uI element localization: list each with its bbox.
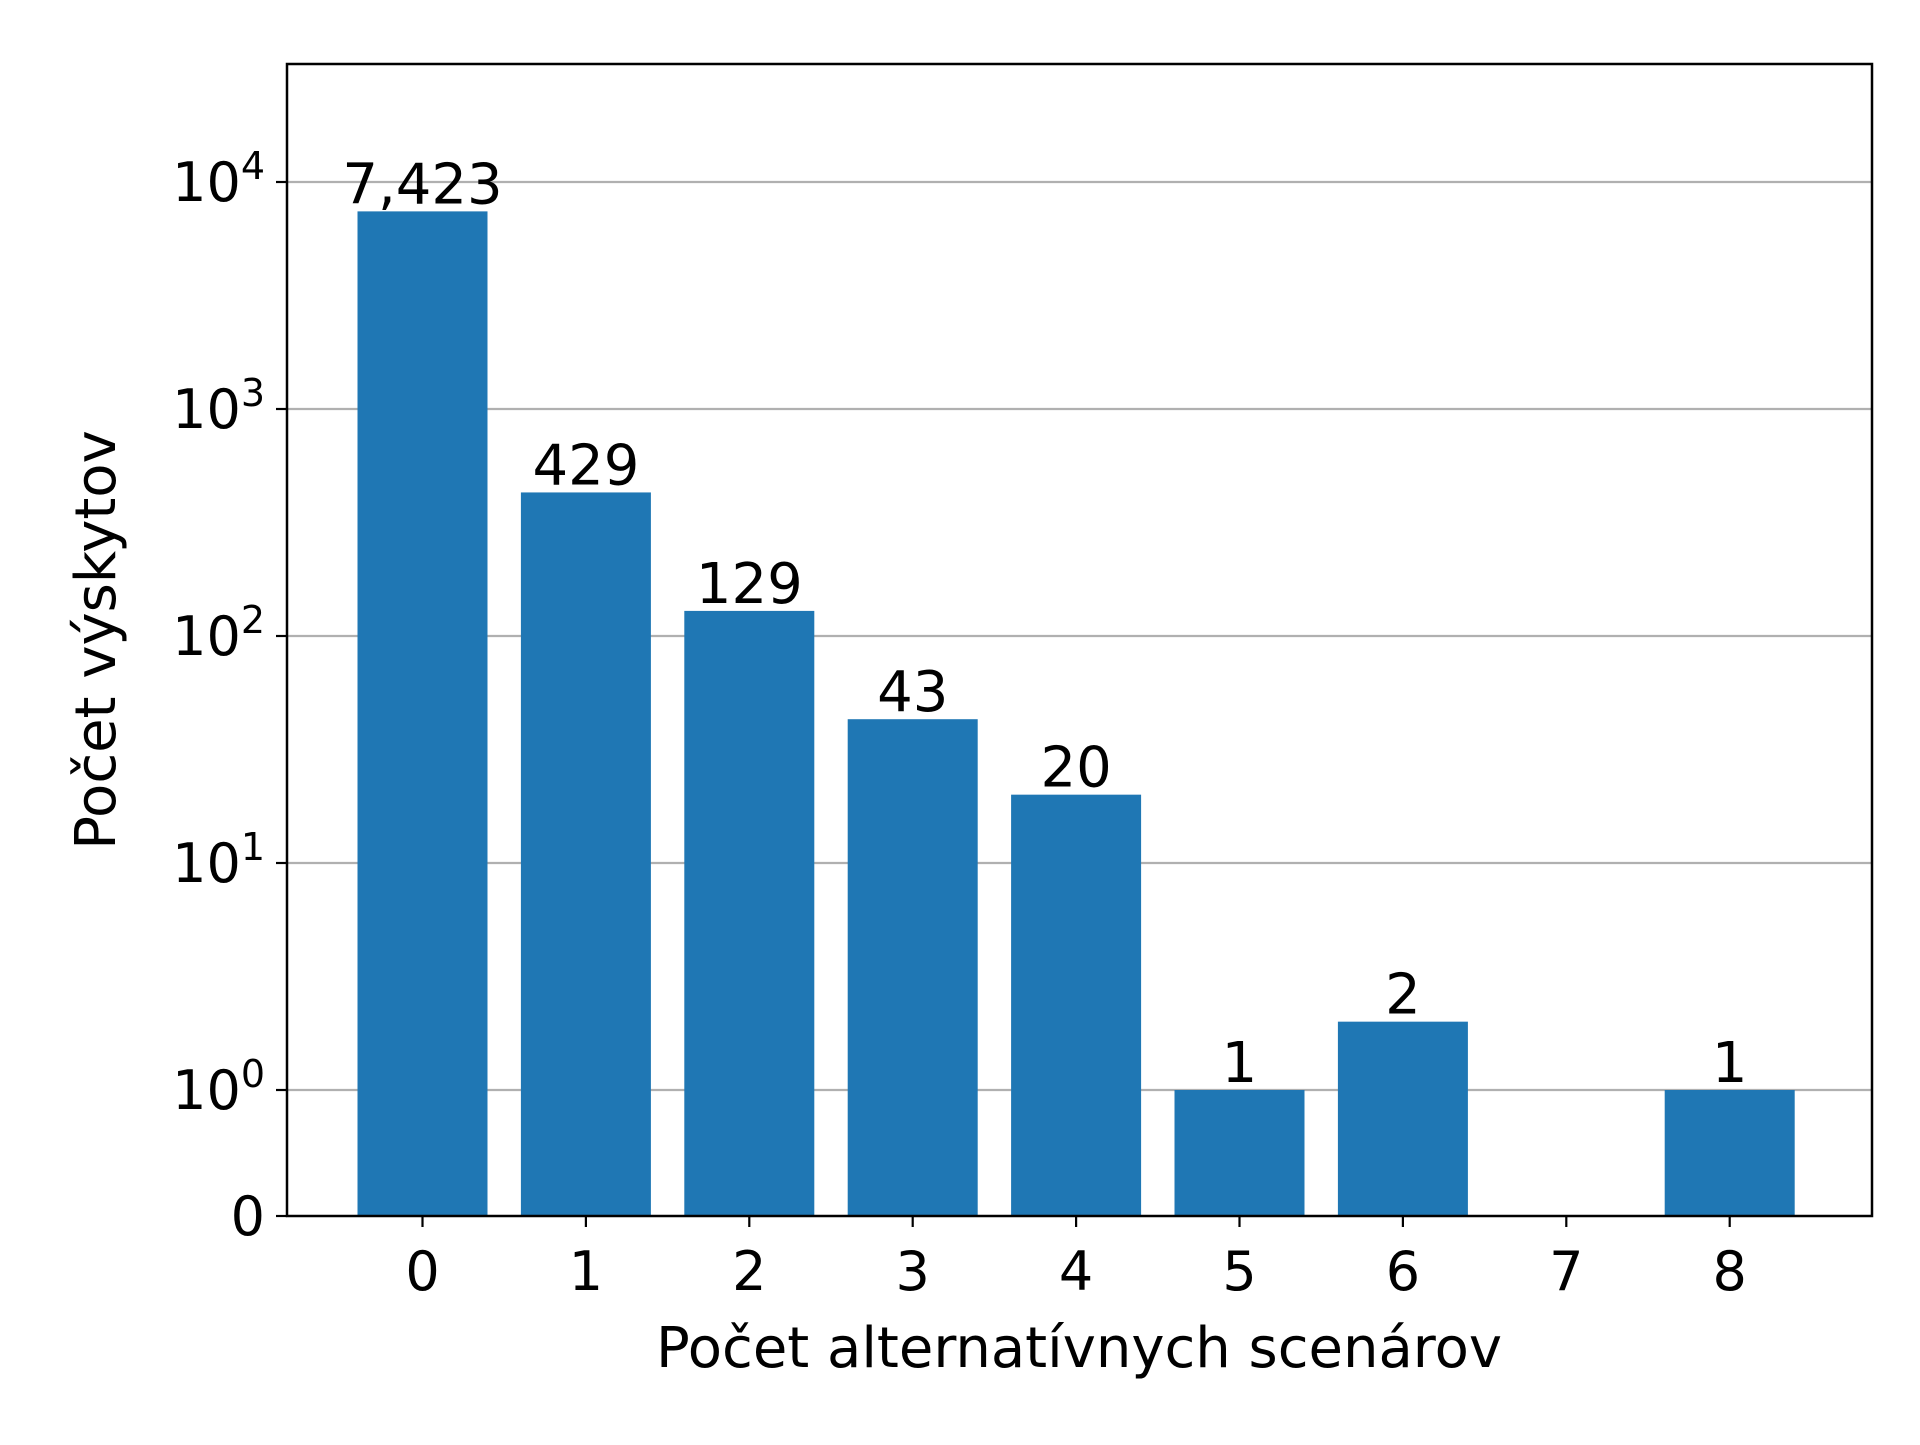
y-tick-exponent: 4 <box>241 144 265 188</box>
x-tick-layer: 0 1 2 3 4 5 6 7 8 <box>405 1216 1747 1303</box>
y-tick-base: 0 <box>231 1185 265 1248</box>
y-tick-label: 103 <box>172 371 265 441</box>
bar-0 <box>357 211 488 1216</box>
data-label-5: 1 <box>1222 1031 1258 1096</box>
bar-3 <box>847 719 978 1216</box>
x-tick-label: 8 <box>1713 1240 1747 1303</box>
plot-frame <box>285 62 1874 1218</box>
bar-1 <box>520 492 651 1216</box>
bar-2 <box>684 610 815 1216</box>
bar-4 <box>1011 794 1142 1216</box>
y-axis-label: Počet výskytov <box>64 430 129 849</box>
x-tick-label: 1 <box>569 1240 603 1303</box>
bar-5 <box>1174 1090 1305 1216</box>
data-label-2: 129 <box>696 552 803 617</box>
data-label-1: 429 <box>532 433 639 498</box>
x-tick-label: 5 <box>1222 1240 1256 1303</box>
y-tick-base: 10 <box>172 605 241 668</box>
y-tick-label: 0 <box>231 1185 265 1248</box>
y-tick-exponent: 1 <box>241 825 265 869</box>
data-label-6: 2 <box>1385 963 1421 1028</box>
x-tick-label: 2 <box>732 1240 766 1303</box>
data-label-3: 43 <box>877 660 948 725</box>
y-tick-exponent: 3 <box>241 371 265 415</box>
data-label-0: 7,423 <box>342 152 502 217</box>
data-label-4: 20 <box>1040 736 1111 801</box>
bar-8 <box>1664 1090 1795 1216</box>
data-label-layer: 7,423 429 129 43 20 1 2 1 <box>342 152 1747 1096</box>
y-tick-base: 10 <box>172 832 241 895</box>
y-tick-base: 10 <box>172 1059 241 1122</box>
x-tick-label: 7 <box>1549 1240 1583 1303</box>
y-tick-base: 10 <box>172 151 241 214</box>
x-tick-label: 6 <box>1386 1240 1420 1303</box>
x-axis-label: Počet alternatívnych scenárov <box>656 1316 1502 1381</box>
y-tick-exponent: 2 <box>241 598 265 642</box>
data-label-8: 1 <box>1712 1031 1748 1096</box>
x-tick-label: 0 <box>405 1240 439 1303</box>
y-tick-label: 100 <box>172 1052 265 1122</box>
x-tick-label: 3 <box>896 1240 930 1303</box>
y-tick-label: 104 <box>172 144 265 214</box>
bar-6 <box>1337 1021 1468 1216</box>
y-tick-base: 10 <box>172 378 241 441</box>
bar-layer <box>357 211 1795 1216</box>
x-tick-label: 4 <box>1059 1240 1093 1303</box>
y-tick-exponent: 0 <box>241 1052 265 1096</box>
y-tick-label: 101 <box>172 825 265 895</box>
y-tick-label: 102 <box>172 598 265 668</box>
